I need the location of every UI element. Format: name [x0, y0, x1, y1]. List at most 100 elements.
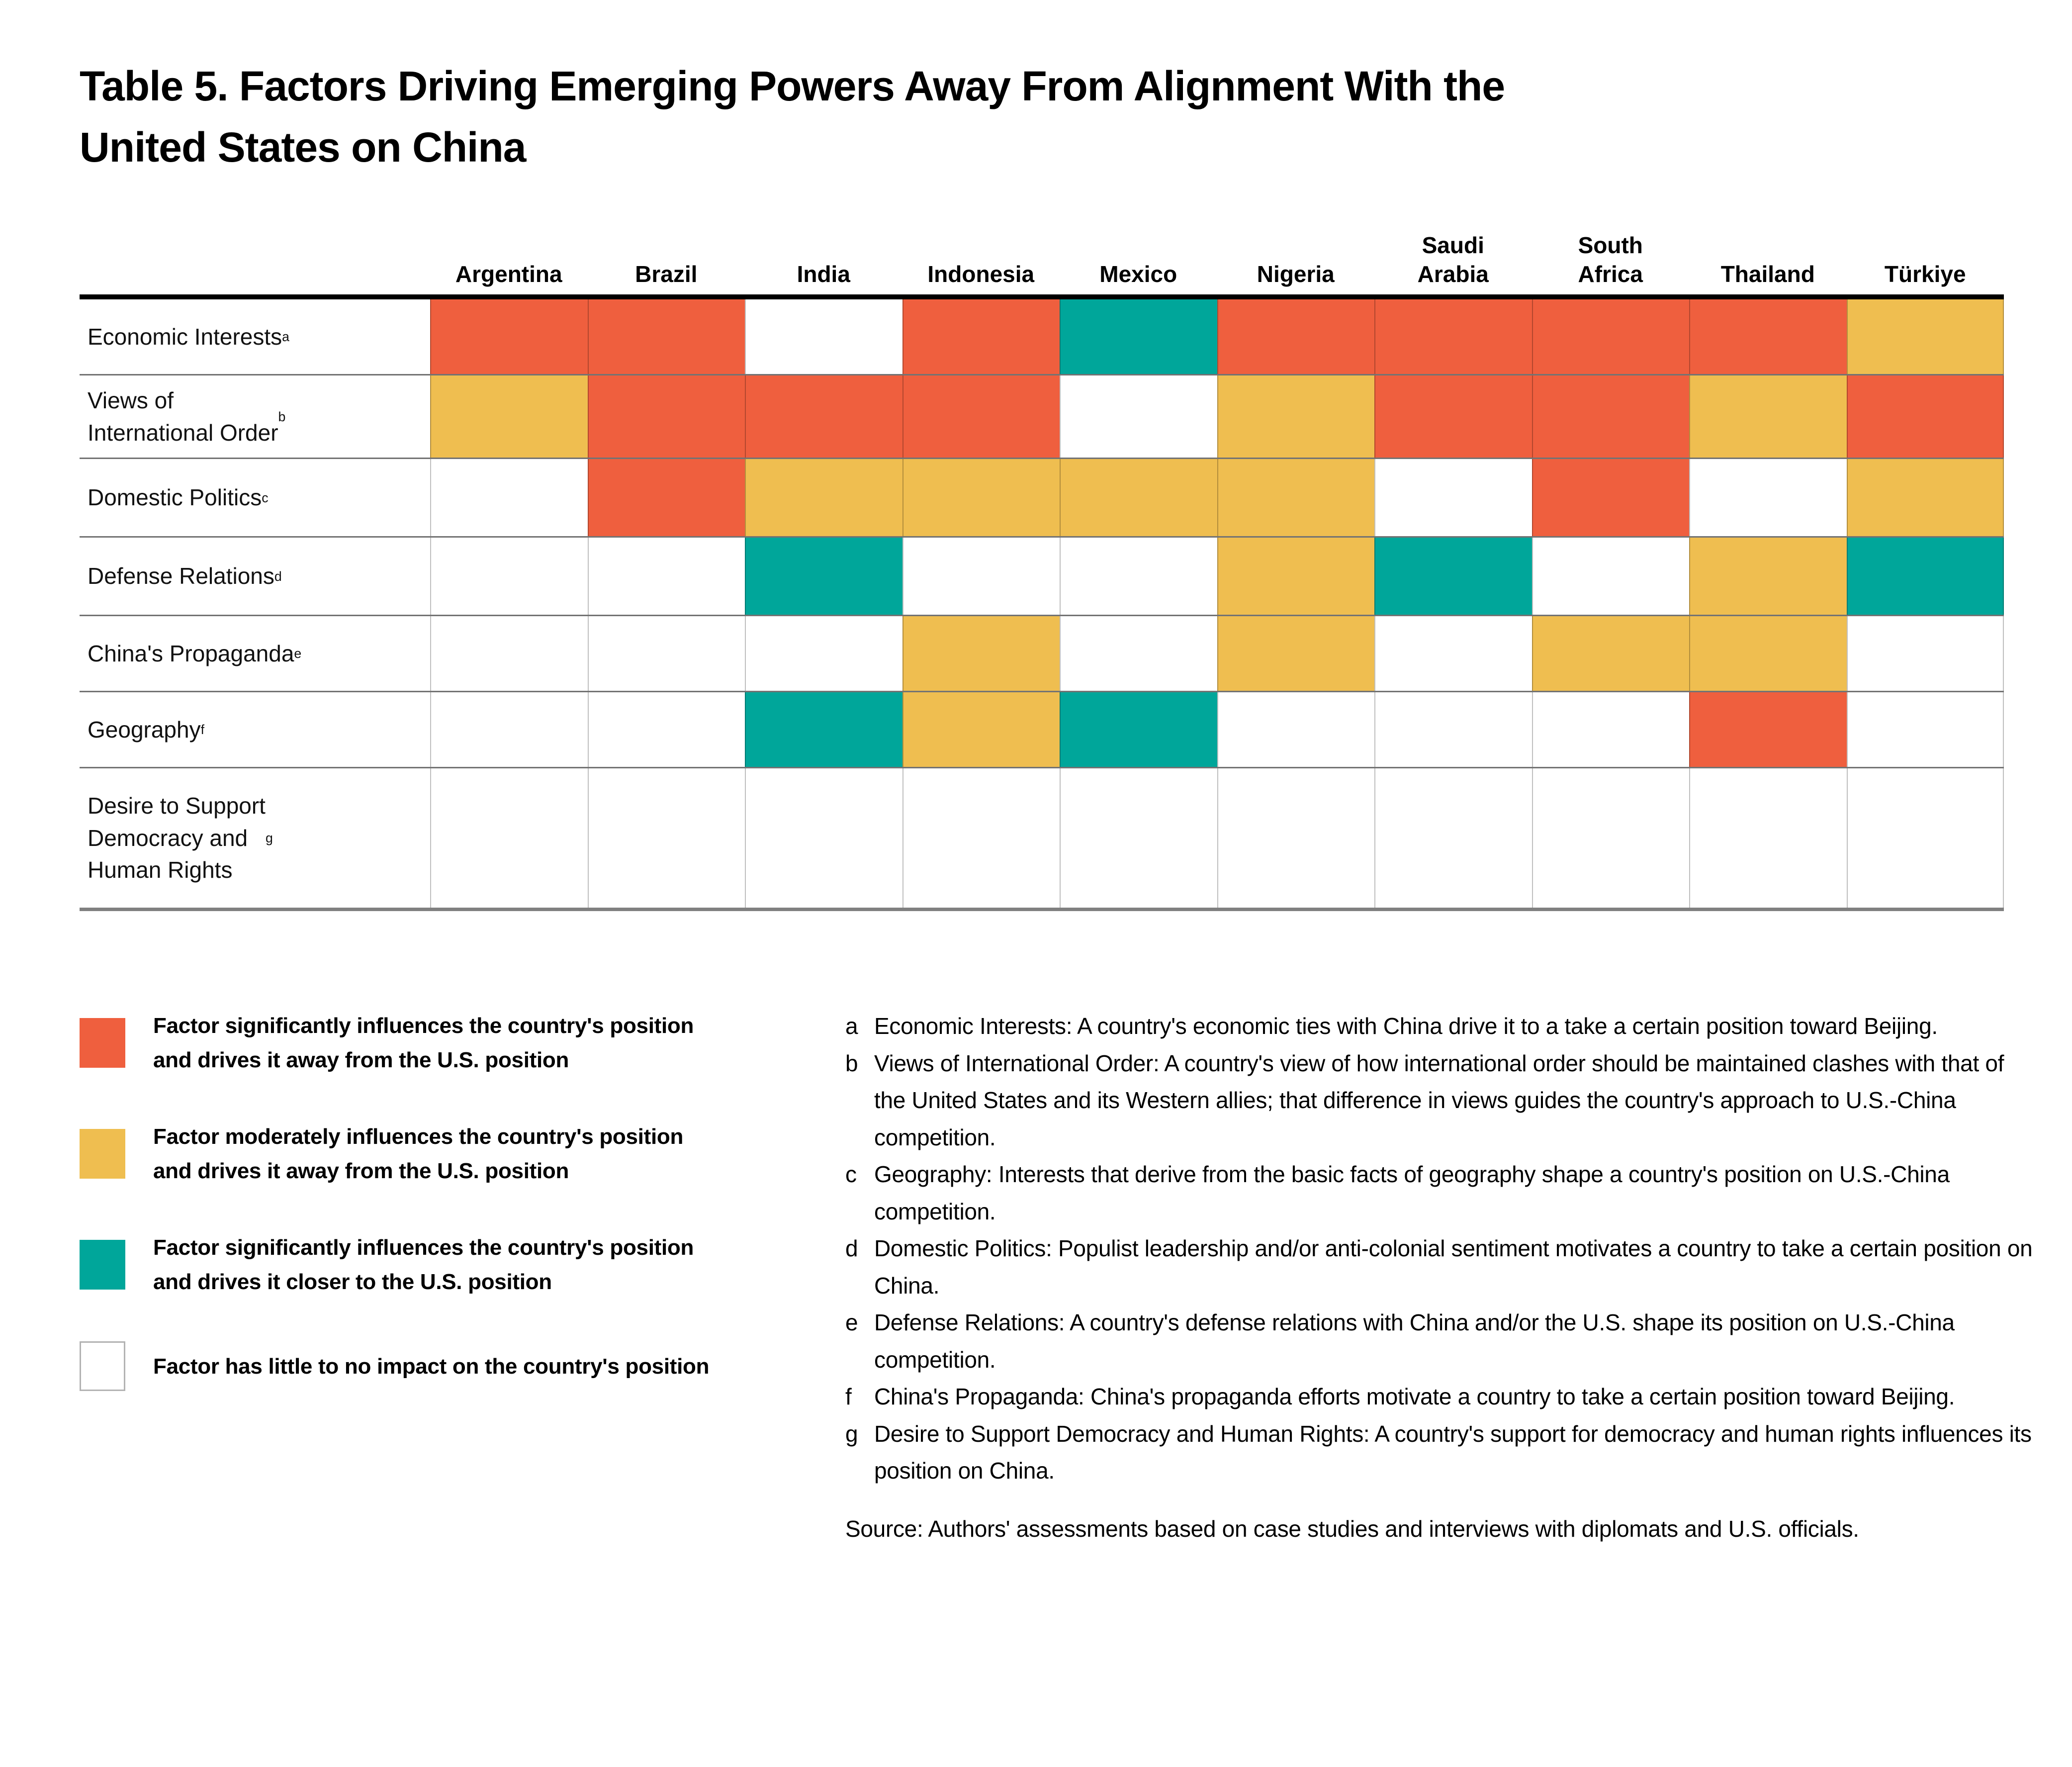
factor-cell-sig-away	[1374, 375, 1532, 458]
table-row: Geography f	[80, 691, 2004, 767]
factor-cell-none	[1374, 692, 1532, 767]
factor-cell-none	[1846, 768, 2004, 908]
factor-cell-none	[745, 768, 902, 908]
footnote: d Domestic Politics: Populist leadership …	[845, 1230, 2036, 1304]
footnote: b Views of International Order: A country…	[845, 1045, 2036, 1156]
footnote-text: Defense Relations: A country's defense r…	[874, 1309, 1955, 1373]
country-header: Brazil	[635, 261, 698, 287]
legend-swatch-sig-closer	[80, 1240, 125, 1290]
factor-cell-mod-away	[1217, 459, 1374, 536]
factor-cell-none	[1217, 768, 1374, 908]
footnote-letter: g	[845, 1420, 858, 1447]
figure-title: Table 5. Factors Driving Emerging Powers…	[80, 63, 1505, 171]
factor-country-matrix: Economic Interests a Views of Internationa…	[80, 294, 2004, 911]
factor-cell-mod-away	[902, 459, 1060, 536]
factor-cell-sig-away	[1531, 459, 1689, 536]
factor-cell-sig-away	[1531, 375, 1689, 458]
factor-cell-none	[1374, 459, 1532, 536]
factor-cell-sig-closer	[1846, 538, 2004, 615]
factor-cell-mod-away	[1217, 375, 1374, 458]
factor-cell-sig-away	[1689, 299, 1847, 374]
factor-cell-sig-closer	[1060, 692, 1217, 767]
factor-cell-mod-away	[1217, 616, 1374, 691]
factor-cell-none	[1846, 616, 2004, 691]
row-label-text: China's Propaganda	[88, 640, 294, 666]
factor-cell-none	[430, 459, 588, 536]
factor-cell-none	[587, 692, 745, 767]
legend-label: Factor significantly influences the coun…	[153, 1235, 694, 1295]
factor-cell-mod-away	[1846, 459, 2004, 536]
factor-cell-none	[902, 538, 1060, 615]
table-row: Domestic Politics c	[80, 458, 2004, 536]
country-header: Nigeria	[1257, 261, 1335, 287]
table-row: China's Propaganda e	[80, 615, 2004, 691]
row-label-text: Desire to Support Democracy and Human Ri…	[88, 793, 266, 883]
factor-cell-sig-away	[587, 375, 745, 458]
legend-swatch-none	[80, 1341, 125, 1392]
footnote: f China's Propaganda: China's propaganda …	[845, 1378, 2036, 1415]
factor-cell-none	[430, 538, 588, 615]
factor-cell-sig-closer	[1060, 299, 1217, 374]
factor-cell-none	[745, 616, 902, 691]
factor-cell-sig-away	[430, 299, 588, 374]
footnote-text: Economic Interests: A country's economic…	[874, 1013, 1938, 1039]
footnote-text: Views of International Order: A country'…	[874, 1050, 2004, 1150]
factor-cell-none	[1217, 692, 1374, 767]
factor-cell-none	[430, 616, 588, 691]
row-label-text: Economic Interests	[88, 323, 282, 350]
footnote: a Economic Interests: A country's economi…	[845, 1008, 2036, 1045]
table-row: Views of International Order b	[80, 374, 2004, 458]
row-label: Economic Interests a	[80, 299, 430, 374]
factor-cell-sig-away	[1374, 299, 1532, 374]
factor-cell-sig-away	[587, 299, 745, 374]
footnote-list: a Economic Interests: A country's economi…	[845, 1008, 2036, 1489]
factor-cell-sig-away	[902, 299, 1060, 374]
factor-cell-mod-away	[1060, 459, 1217, 536]
country-header: Mexico	[1099, 261, 1177, 287]
factor-cell-sig-away	[1689, 692, 1847, 767]
factor-cell-none	[1060, 538, 1217, 615]
legend-item: Factor has little to no impact on the co…	[80, 1341, 835, 1392]
factor-cell-mod-away	[1689, 616, 1847, 691]
factor-cell-sig-away	[1531, 299, 1689, 374]
legend-swatch-sig-away	[80, 1018, 125, 1068]
factor-cell-none	[1374, 616, 1532, 691]
table-row: Defense Relations d	[80, 536, 2004, 615]
factor-cell-none	[1689, 768, 1847, 908]
factor-cell-none	[1060, 616, 1217, 691]
factor-cell-mod-away	[1689, 375, 1847, 458]
row-label: Domestic Politics c	[80, 459, 430, 536]
footnote: g Desire to Support Democracy and Human R…	[845, 1415, 2036, 1489]
row-label-text: Views of International Order	[88, 387, 278, 446]
legend-item: Factor significantly influences the coun…	[80, 1230, 835, 1299]
row-label: Geography f	[80, 692, 430, 767]
factor-cell-mod-away	[1846, 299, 2004, 374]
footnote: c Geography: Interests that derive from t…	[845, 1156, 2036, 1230]
factor-cell-mod-away	[902, 692, 1060, 767]
factor-cell-none	[1374, 768, 1532, 908]
factor-cell-none	[430, 692, 588, 767]
footnote-text: China's Propaganda: China's propaganda e…	[874, 1384, 1955, 1410]
footnote-letter: b	[845, 1050, 858, 1076]
legend-item: Factor moderately influences the country…	[80, 1119, 835, 1188]
factor-cell-sig-away	[1217, 299, 1374, 374]
footnote-text: Domestic Politics: Populist leadership a…	[874, 1235, 2033, 1299]
factor-cell-none	[1846, 692, 2004, 767]
footnotes: a Economic Interests: A country's economi…	[845, 1008, 2036, 1547]
factor-cell-none	[1531, 768, 1689, 908]
row-label-text: Defense Relations	[88, 563, 274, 589]
factor-cell-sig-away	[1846, 375, 2004, 458]
footnote-letter: d	[845, 1235, 858, 1262]
country-header: Türkiye	[1884, 261, 1966, 287]
factor-cell-none	[587, 538, 745, 615]
country-header: Saudi Arabia	[1417, 232, 1489, 287]
row-label: Defense Relations d	[80, 538, 430, 615]
country-header: Thailand	[1720, 261, 1815, 287]
factor-cell-none	[587, 616, 745, 691]
footnote-letter: f	[845, 1384, 852, 1410]
factor-cell-none	[1060, 375, 1217, 458]
factor-cell-sig-away	[902, 375, 1060, 458]
legend-item: Factor significantly influences the coun…	[80, 1009, 835, 1077]
country-headers: Argentina Brazil India Indonesia Mexico Niger…	[430, 209, 2004, 294]
row-label-text: Geography	[88, 716, 201, 743]
